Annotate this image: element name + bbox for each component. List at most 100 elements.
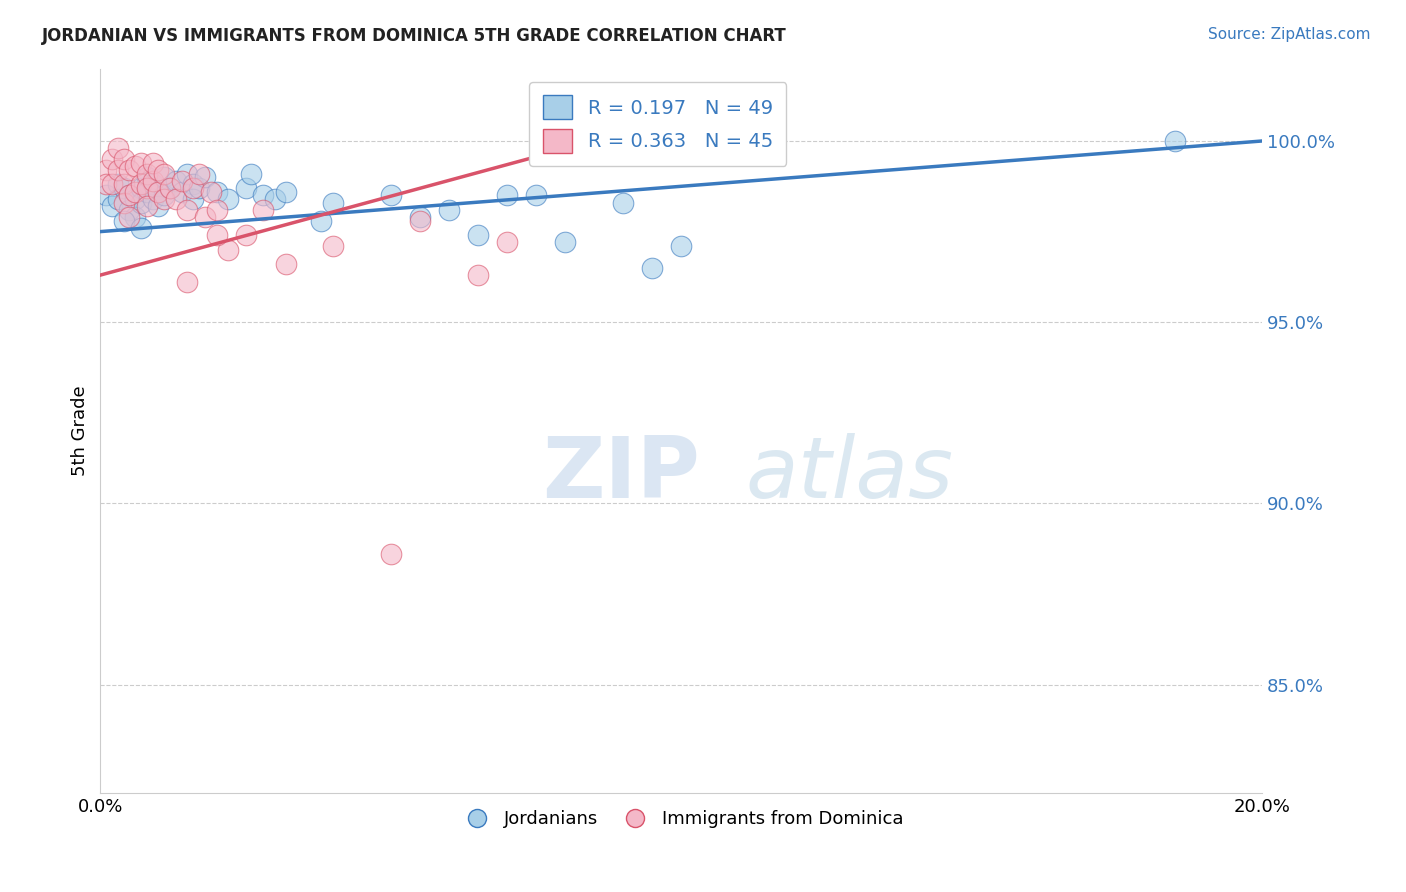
Point: [194, 210, 217, 224]
Point: [188, 167, 211, 181]
Point: [148, 185, 170, 199]
Point: [165, 192, 187, 206]
Point: [129, 178, 152, 192]
Point: [135, 199, 157, 213]
Point: [118, 188, 141, 202]
Point: [153, 167, 176, 181]
Point: [205, 202, 228, 217]
Point: [118, 210, 141, 224]
Point: [112, 181, 135, 195]
Legend: Jordanians, Immigrants from Dominica: Jordanians, Immigrants from Dominica: [451, 803, 911, 835]
Point: [170, 174, 193, 188]
Point: [142, 174, 165, 188]
Y-axis label: 5th Grade: 5th Grade: [72, 385, 89, 476]
Point: [188, 181, 211, 195]
Point: [129, 195, 152, 210]
Point: [148, 199, 170, 213]
Point: [176, 276, 198, 290]
Point: [467, 228, 489, 243]
Point: [322, 195, 344, 210]
Point: [181, 181, 204, 195]
Point: [153, 192, 176, 206]
Point: [181, 192, 204, 206]
Point: [217, 243, 239, 257]
Point: [135, 181, 157, 195]
Point: [118, 163, 141, 178]
Point: [107, 163, 129, 178]
Point: [176, 202, 198, 217]
Point: [112, 195, 135, 210]
Point: [181, 178, 204, 192]
Point: [101, 178, 124, 192]
Point: [252, 188, 274, 202]
Text: atlas: atlas: [745, 433, 953, 516]
Point: [96, 188, 118, 202]
Point: [135, 170, 157, 185]
Text: ZIP: ZIP: [541, 433, 700, 516]
Point: [524, 188, 547, 202]
Point: [142, 192, 165, 206]
Point: [101, 152, 124, 166]
Point: [176, 167, 198, 181]
Point: [107, 141, 129, 155]
Point: [96, 178, 118, 192]
Point: [148, 185, 170, 199]
Point: [467, 268, 489, 282]
Point: [554, 235, 576, 250]
Point: [170, 185, 193, 199]
Point: [496, 188, 519, 202]
Point: [409, 213, 432, 227]
Point: [153, 170, 176, 185]
Point: [159, 181, 181, 195]
Point: [135, 167, 157, 181]
Point: [612, 195, 634, 210]
Point: [252, 202, 274, 217]
Point: [153, 188, 176, 202]
Point: [205, 185, 228, 199]
Point: [118, 202, 141, 217]
Point: [124, 160, 146, 174]
Point: [142, 178, 165, 192]
Point: [205, 228, 228, 243]
Point: [135, 185, 157, 199]
Point: [107, 192, 129, 206]
Point: [240, 167, 263, 181]
Point: [112, 213, 135, 227]
Point: [124, 185, 146, 199]
Point: [309, 213, 332, 227]
Point: [107, 178, 129, 192]
Point: [124, 210, 146, 224]
Point: [200, 185, 222, 199]
Point: [159, 181, 181, 195]
Point: [129, 221, 152, 235]
Text: JORDANIAN VS IMMIGRANTS FROM DOMINICA 5TH GRADE CORRELATION CHART: JORDANIAN VS IMMIGRANTS FROM DOMINICA 5T…: [42, 27, 787, 45]
Point: [276, 185, 298, 199]
Point: [194, 170, 217, 185]
Point: [235, 181, 257, 195]
Point: [380, 188, 402, 202]
Point: [129, 181, 152, 195]
Point: [101, 199, 124, 213]
Point: [112, 178, 135, 192]
Point: [165, 174, 187, 188]
Text: Source: ZipAtlas.com: Source: ZipAtlas.com: [1208, 27, 1371, 42]
Point: [1164, 134, 1187, 148]
Point: [235, 228, 257, 243]
Point: [322, 239, 344, 253]
Point: [112, 152, 135, 166]
Point: [496, 235, 519, 250]
Point: [217, 192, 239, 206]
Point: [409, 210, 432, 224]
Point: [124, 192, 146, 206]
Point: [129, 155, 152, 169]
Point: [96, 163, 118, 178]
Point: [380, 547, 402, 561]
Point: [276, 257, 298, 271]
Point: [118, 188, 141, 202]
Point: [148, 163, 170, 178]
Point: [142, 155, 165, 169]
Point: [641, 260, 664, 275]
Point: [669, 239, 692, 253]
Point: [263, 192, 285, 206]
Point: [437, 202, 460, 217]
